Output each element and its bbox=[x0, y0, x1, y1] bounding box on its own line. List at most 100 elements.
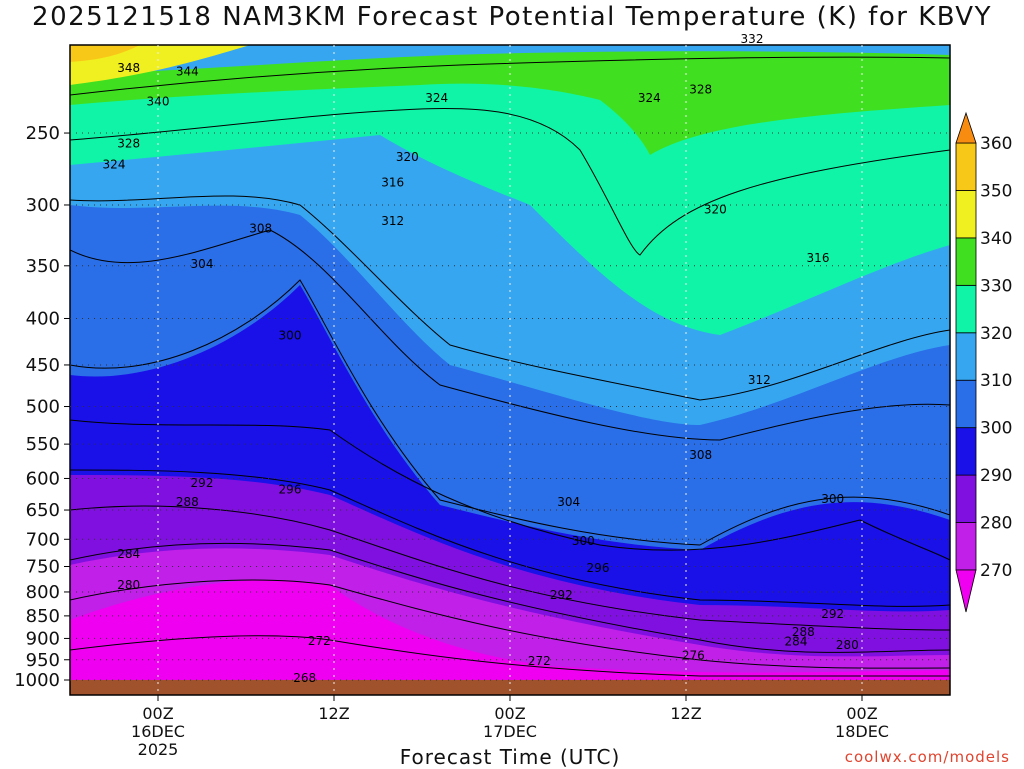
y-tick-label: 400 bbox=[26, 308, 60, 329]
colorbar-lower-arrow bbox=[955, 569, 977, 613]
contour-label: 324 bbox=[103, 157, 126, 171]
colorbar-segment bbox=[955, 427, 977, 476]
contour-line bbox=[70, 505, 950, 631]
x-tick-label: 12Z bbox=[670, 704, 701, 723]
contour-label: 296 bbox=[587, 561, 610, 575]
y-tick-label: 750 bbox=[26, 556, 60, 577]
band-orange bbox=[70, 45, 140, 62]
contour-label: 320 bbox=[396, 150, 419, 164]
contour-label: 276 bbox=[682, 649, 705, 663]
contour-line bbox=[70, 229, 950, 441]
contour-label: 284 bbox=[117, 547, 140, 561]
colorbar-segment bbox=[955, 284, 977, 334]
band-darkblue bbox=[70, 280, 950, 612]
colorbar-upper-arrow bbox=[955, 111, 977, 144]
y-tick-label: 600 bbox=[26, 468, 60, 489]
colorbar-segment bbox=[955, 190, 977, 239]
contour-line bbox=[70, 469, 950, 607]
contour-label: 320 bbox=[704, 202, 727, 216]
band-blue bbox=[70, 200, 950, 550]
contour-label: 288 bbox=[176, 495, 199, 509]
contour-label: 312 bbox=[748, 373, 771, 387]
contour-label: 292 bbox=[821, 607, 844, 621]
colorbar-label: 310 bbox=[980, 371, 1012, 391]
y-tick-label: 300 bbox=[26, 195, 60, 216]
y-tick-label: 1000 bbox=[14, 670, 60, 691]
y-tick-label: 250 bbox=[26, 123, 60, 144]
contour-label: 316 bbox=[381, 176, 404, 190]
contour-label: 324 bbox=[638, 91, 661, 105]
contour-line bbox=[70, 579, 950, 669]
chart-title: 2025121518 NAM3KM Forecast Potential Tem… bbox=[32, 2, 992, 32]
contour-label: 268 bbox=[293, 671, 316, 685]
band-violet bbox=[70, 543, 950, 673]
contour-line bbox=[70, 419, 950, 561]
y-tick-label: 500 bbox=[26, 397, 60, 418]
y-tick-label: 350 bbox=[26, 256, 60, 277]
x-tick-date: 16DEC bbox=[131, 722, 185, 741]
x-tick-date: 17DEC bbox=[483, 722, 537, 741]
contour-field bbox=[70, 45, 950, 695]
ground-strip bbox=[70, 680, 950, 695]
colorbar-label: 280 bbox=[980, 514, 1012, 534]
credit-text: coolwx.com/models bbox=[844, 748, 1010, 766]
y-tick-label: 700 bbox=[26, 529, 60, 550]
y-tick-label: 550 bbox=[26, 434, 60, 455]
contour-labels: 348 344 340 328 324 332 324 324 328 320 316 320 312 3… bbox=[103, 32, 859, 685]
y-tick-label: 900 bbox=[26, 628, 60, 649]
colorbar-label: 360 bbox=[980, 134, 1012, 154]
colorbar-label: 330 bbox=[980, 276, 1012, 296]
band-yellow bbox=[70, 45, 250, 85]
x-tick-year: 2025 bbox=[138, 740, 179, 759]
contour-label: 292 bbox=[191, 476, 214, 490]
y-tick-label: 450 bbox=[26, 355, 60, 376]
contour-line bbox=[70, 279, 950, 546]
contour-label: 328 bbox=[689, 82, 712, 96]
contour-lines bbox=[70, 56, 950, 677]
y-tick-label: 950 bbox=[26, 650, 60, 671]
colorbar-segment bbox=[955, 142, 977, 191]
contour-label: 316 bbox=[807, 251, 830, 265]
contour-label: 280 bbox=[836, 638, 859, 652]
contour-label: 296 bbox=[279, 482, 302, 496]
x-tick-label: 00Z bbox=[494, 704, 525, 723]
colorbar-label: 350 bbox=[980, 181, 1012, 201]
colorbar-label: 320 bbox=[980, 324, 1012, 344]
band-green bbox=[70, 78, 950, 335]
contour-label: 300 bbox=[279, 329, 302, 343]
contour-label: 344 bbox=[176, 65, 199, 79]
contour-label: 328 bbox=[117, 136, 140, 150]
x-tick-date: 18DEC bbox=[835, 722, 889, 741]
contour-label: 288 bbox=[792, 625, 815, 639]
colorbar-label: 270 bbox=[980, 561, 1012, 581]
contour-label: 308 bbox=[249, 221, 272, 235]
contour-label: 312 bbox=[381, 214, 404, 228]
contour-label: 308 bbox=[689, 448, 712, 462]
contour-label: 348 bbox=[117, 61, 140, 75]
x-axis-title: Forecast Time (UTC) bbox=[399, 745, 621, 769]
contour-line bbox=[70, 107, 950, 256]
contour-label: 272 bbox=[528, 654, 551, 668]
contour-label: 340 bbox=[147, 95, 170, 109]
x-tick-label: 00Z bbox=[142, 704, 173, 723]
contour-line bbox=[70, 542, 950, 653]
colorbar-label: 340 bbox=[980, 229, 1012, 249]
contour-label: 300 bbox=[821, 492, 844, 506]
y-axis: 2503003504004505005506006507007508008509… bbox=[14, 123, 70, 691]
contour-line bbox=[70, 635, 950, 677]
band-magenta bbox=[70, 567, 950, 695]
y-tick-label: 650 bbox=[26, 500, 60, 521]
colorbar-segment bbox=[955, 237, 977, 286]
colorbar-segment bbox=[955, 379, 977, 429]
colorbar-segment bbox=[955, 522, 977, 571]
contour-label: 300 bbox=[572, 534, 595, 548]
x-tick-label: 00Z bbox=[846, 704, 877, 723]
contour-label: 324 bbox=[425, 91, 448, 105]
colorbar-segment bbox=[955, 474, 977, 523]
contour-label: 304 bbox=[191, 257, 214, 271]
contour-line bbox=[70, 56, 950, 96]
y-tick-label: 800 bbox=[26, 582, 60, 603]
colorbar-label: 290 bbox=[980, 466, 1012, 486]
